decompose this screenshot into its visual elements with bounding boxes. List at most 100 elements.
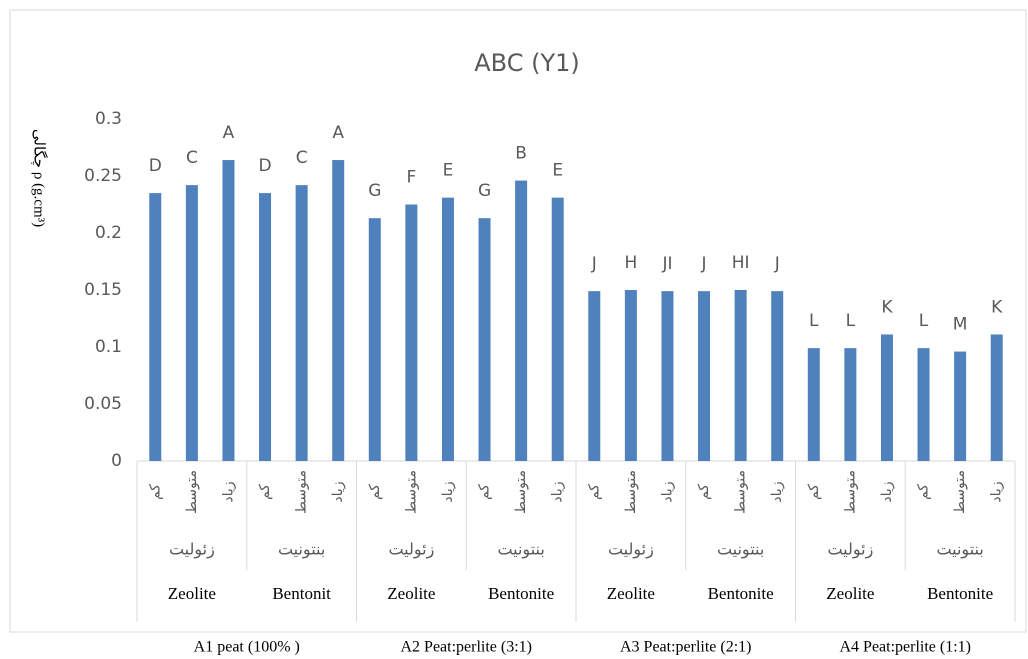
x-tick-label: متوسط xyxy=(184,470,200,514)
material-label: Bentonite xyxy=(708,584,774,603)
annotation: C xyxy=(296,148,308,168)
annotation: JI xyxy=(661,254,672,274)
material-label: Bentonite xyxy=(927,584,993,603)
y-tick-label: 0.2 xyxy=(95,223,122,243)
material-label: Bentonit xyxy=(272,584,331,603)
annotation: F xyxy=(406,168,416,188)
annotation: D xyxy=(258,156,271,176)
annotation: A xyxy=(332,123,344,143)
x-tick-label: زیاد xyxy=(769,481,785,502)
group-label: زئولیت xyxy=(827,540,873,560)
group-label: زئولیت xyxy=(608,540,654,560)
x-tick-label: کم xyxy=(147,484,163,500)
bar xyxy=(624,290,637,461)
bar xyxy=(185,185,198,461)
x-tick-label: زیاد xyxy=(440,481,456,502)
x-tick-label: متوسط xyxy=(623,470,639,514)
annotation: G xyxy=(368,181,381,201)
bar xyxy=(880,334,893,461)
material-label: Zeolite xyxy=(387,584,435,603)
y-tick-label: 0 xyxy=(111,451,122,471)
x-tick-label: کم xyxy=(806,484,822,500)
annotation: D xyxy=(149,156,162,176)
group-label: زئولیت xyxy=(169,540,215,560)
treatment-label: A2 Peat:perlite (3:1) xyxy=(400,639,532,656)
x-tick-label: زیاد xyxy=(220,481,236,502)
annotation: H xyxy=(624,253,637,273)
annotation: L xyxy=(846,311,856,331)
annotation: J xyxy=(774,254,780,274)
annotation: K xyxy=(991,297,1003,317)
x-tick-label: متوسط xyxy=(952,470,968,514)
bar xyxy=(295,185,308,461)
annotation: C xyxy=(186,148,198,168)
bar xyxy=(661,291,674,461)
treatment-label: A4 Peat:perlite (1:1) xyxy=(839,639,971,656)
x-tick-label: متوسط xyxy=(733,470,749,514)
material-label: Zeolite xyxy=(168,584,216,603)
y-axis-label: چگالی ρ (g.cm³) xyxy=(31,129,49,227)
treatment-label: A3 Peat:perlite (2:1) xyxy=(620,639,752,656)
y-tick-label: 0.05 xyxy=(84,394,122,414)
annotation: B xyxy=(515,144,527,164)
x-tick-label: کم xyxy=(257,484,273,500)
annotation: E xyxy=(552,161,563,181)
bar xyxy=(478,218,491,461)
y-tick-label: 0.15 xyxy=(84,280,122,300)
y-tick-label: 0.1 xyxy=(95,337,122,357)
x-tick-label: کم xyxy=(586,484,602,500)
bar xyxy=(954,351,967,461)
bar xyxy=(844,348,857,461)
y-tick-label: 0.3 xyxy=(95,109,122,129)
x-tick-label: متوسط xyxy=(513,470,529,514)
material-label: Bentonite xyxy=(488,584,554,603)
group-label: بنتونیت xyxy=(936,540,983,560)
x-tick-label: کم xyxy=(477,484,493,500)
x-tick-label: زیاد xyxy=(879,481,895,502)
bar xyxy=(368,218,381,461)
bar xyxy=(771,291,784,461)
group-label: بنتونیت xyxy=(497,540,544,560)
x-tick-label: متوسط xyxy=(403,470,419,514)
bar xyxy=(332,160,345,462)
group-label: بنتونیت xyxy=(278,540,325,560)
bar xyxy=(990,334,1003,461)
material-label: Zeolite xyxy=(607,584,655,603)
x-tick-label: کم xyxy=(916,484,932,500)
annotation: M xyxy=(953,315,968,335)
annotation: HI xyxy=(732,253,750,273)
x-tick-label: زیاد xyxy=(330,481,346,502)
chart-title: ABC (Y1) xyxy=(474,49,580,77)
annotation: L xyxy=(919,311,929,331)
bar xyxy=(917,348,930,461)
annotation: A xyxy=(223,123,235,143)
chart-border xyxy=(9,9,1027,633)
annotation: K xyxy=(881,297,893,317)
bar xyxy=(734,290,747,461)
annotation: L xyxy=(809,311,819,331)
y-tick-label: 0.25 xyxy=(84,166,122,186)
bar xyxy=(441,197,454,461)
material-label: Zeolite xyxy=(826,584,874,603)
bar xyxy=(149,193,162,461)
x-tick-label: زیاد xyxy=(550,481,566,502)
annotation: J xyxy=(591,254,597,274)
bar xyxy=(698,291,711,461)
bar xyxy=(259,193,272,461)
annotation: J xyxy=(701,254,707,274)
x-tick-label: متوسط xyxy=(294,470,310,514)
bar xyxy=(807,348,820,461)
bar xyxy=(551,197,564,461)
annotation: E xyxy=(443,161,454,181)
bar xyxy=(405,204,418,461)
x-tick-label: زیاد xyxy=(659,481,675,502)
bar xyxy=(588,291,601,461)
bar xyxy=(222,160,235,462)
annotation: G xyxy=(478,181,491,201)
group-label: بنتونیت xyxy=(717,540,764,560)
bar xyxy=(515,180,528,461)
group-label: زئولیت xyxy=(388,540,434,560)
treatment-label: A1 peat (100% ) xyxy=(194,639,300,656)
x-tick-label: زیاد xyxy=(989,481,1005,502)
x-tick-label: متوسط xyxy=(842,470,858,514)
